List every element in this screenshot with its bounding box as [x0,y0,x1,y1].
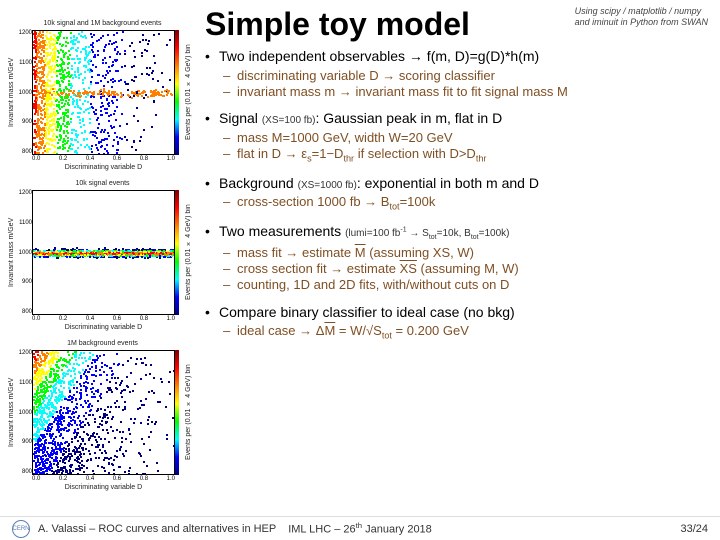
bullet-text: Background [219,175,294,191]
sub-bullet: ideal case → ΔM = W/√Stot = 0.200 GeV [219,323,710,342]
heatmap-plot [32,30,175,155]
heatmap-canvas [33,191,174,314]
bullet-text: Two independent observables → f(m, D)=g(… [219,48,539,64]
bullet: Compare binary classifier to ideal case … [205,304,710,342]
x-axis-label: Discriminating variable D [32,324,175,331]
bullet: Background (XS=1000 fb): exponential in … [205,175,710,213]
heatmap-panel-bkg: 1M background events Invariant mass m/Ge… [10,340,195,495]
panel-title: 10k signal and 1M background events [10,20,195,27]
libs-line: and iminuit in Python from SWAN [575,17,708,28]
heatmap-panel-sig: 10k signal events Invariant mass m/GeV E… [10,180,195,335]
heatmap-plot [32,350,175,475]
sub-bullet: mass fit → estimate M (assuming XS, W) [219,245,710,261]
bullet-text: Two measurements [219,223,341,239]
x-axis-label: Discriminating variable D [32,484,175,491]
panel-title: 1M background events [10,340,195,347]
x-ticks: 0.0 0.2 0.4 0.6 0.8 1.0 [32,156,175,163]
y-ticks: 800 900 1000 1100 1200 [20,350,32,475]
sub-bullet: invariant mass m → invariant mass fit to… [219,84,710,100]
colorbar [175,350,179,475]
sub-bullet: mass M=1000 GeV, width W=20 GeV [219,130,710,146]
y-ticks: 800 900 1000 1100 1200 [20,190,32,315]
slide: Simple toy model Using scipy / matplotli… [0,0,720,540]
bullet-content: Two independent observables → f(m, D)=g(… [205,48,710,500]
y-ticks: 800 900 1000 1100 1200 [20,30,32,155]
y-axis2-label: Events per (0.01 × 4 GeV) bin [185,350,197,475]
x-ticks: 0.0 0.2 0.4 0.6 0.8 1.0 [32,316,175,323]
bullet-tail: : Gaussian peak in m, flat in D [315,110,502,126]
y-axis2-label: Events per (0.01 × 4 GeV) bin [185,190,197,315]
bullet-tail: : exponential in both m and D [357,175,539,191]
xs-note: (lumi=100 fb-1 → Stot=10k, Btot=100k) [345,228,509,239]
x-axis-label: Discriminating variable D [32,164,175,171]
bullet-text: Compare binary classifier to ideal case … [219,304,515,320]
bullet: Two measurements (lumi=100 fb-1 → Stot=1… [205,223,710,294]
sub-bullet: counting, 1D and 2D fits, with/without c… [219,277,710,293]
bullet: Two independent observables → f(m, D)=g(… [205,48,710,100]
xs-note: (XS=100 fb) [262,115,316,126]
sub-bullet: discriminating variable D → scoring clas… [219,68,710,84]
colorbar [175,30,179,155]
xs-note: (XS=1000 fb) [298,180,357,191]
sub-bullet: cross section fit → estimate XS (assumin… [219,261,710,277]
footer: CERN A. Valassi – ROC curves and alterna… [0,516,720,540]
bullet: Signal (XS=100 fb): Gaussian peak in m, … [205,110,710,165]
x-ticks: 0.0 0.2 0.4 0.6 0.8 1.0 [32,476,175,483]
panel-title: 10k signal events [10,180,195,187]
y-axis2-label: Events per (0.01 × 4 GeV) bin [185,30,197,155]
bullet-text: Signal [219,110,258,126]
heatmap-canvas [33,351,174,474]
sub-bullet: flat in D → εs=1−Dthr if selection with … [219,146,710,165]
page-title: Simple toy model [205,6,470,43]
footer-center: IML LHC – 26th January 2018 [0,521,720,536]
heatmap-plot [32,190,175,315]
colorbar [175,190,179,315]
libs-note: Using scipy / matplotlib / numpy and imi… [575,6,708,29]
sub-bullet: cross-section 1000 fb → Btot=100k [219,194,710,213]
heatmap-panel-sigbkg: 10k signal and 1M background events Inva… [10,20,195,175]
libs-line: Using scipy / matplotlib / numpy [575,6,708,17]
heatmap-canvas [33,31,174,154]
